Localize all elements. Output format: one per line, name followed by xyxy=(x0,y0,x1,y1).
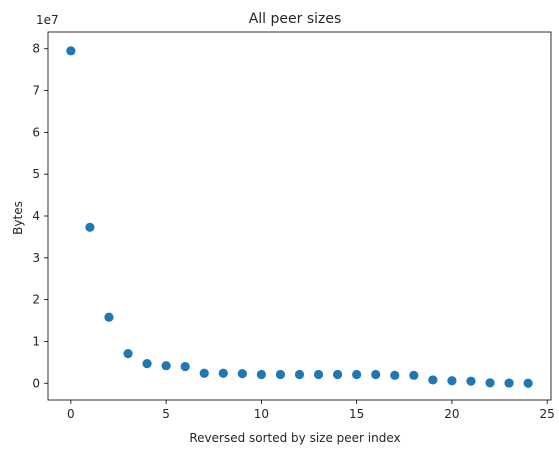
y-tick-label: 2 xyxy=(32,293,40,307)
plot-area xyxy=(47,31,552,401)
x-tick-label: 20 xyxy=(444,407,459,421)
data-point xyxy=(256,369,266,380)
data-point xyxy=(199,368,209,378)
data-point xyxy=(275,369,286,380)
y-tick-label: 8 xyxy=(32,42,40,56)
y-tick-label: 0 xyxy=(32,376,40,390)
x-tick-label: 0 xyxy=(67,407,75,421)
data-point xyxy=(485,378,495,388)
x-axis-ticks: 0 5 10 15 20 25 xyxy=(67,400,555,421)
data-point xyxy=(447,376,457,386)
y-tick-label: 3 xyxy=(32,251,40,265)
data-point xyxy=(390,370,400,380)
y-scale-offset-label: 1e7 xyxy=(36,13,59,27)
data-point xyxy=(466,376,476,386)
data-point xyxy=(333,369,343,380)
y-tick-label: 7 xyxy=(32,84,40,98)
data-points xyxy=(66,46,533,388)
x-tick-label: 25 xyxy=(540,407,555,421)
data-point xyxy=(237,369,247,379)
chart-title: All peer sizes xyxy=(249,11,342,27)
y-tick-label: 6 xyxy=(32,125,40,139)
data-point xyxy=(161,361,171,371)
plot-frame xyxy=(47,31,552,401)
y-tick-label: 1 xyxy=(32,334,40,348)
data-point xyxy=(294,369,305,380)
x-tick-label: 5 xyxy=(162,407,170,421)
data-point xyxy=(409,370,419,380)
data-point xyxy=(428,375,438,385)
data-point xyxy=(523,378,533,388)
data-point xyxy=(66,46,76,56)
data-point xyxy=(123,348,133,359)
y-axis-label: Bytes xyxy=(11,201,25,235)
data-point xyxy=(104,312,114,322)
data-point xyxy=(352,369,362,380)
data-point xyxy=(142,359,152,369)
y-tick-label: 5 xyxy=(32,167,40,181)
data-point xyxy=(180,361,190,372)
data-point xyxy=(313,369,324,380)
x-axis-label: Reversed sorted by size peer index xyxy=(189,431,400,445)
data-point xyxy=(85,222,95,232)
data-point xyxy=(218,368,228,378)
x-tick-label: 10 xyxy=(254,407,269,421)
data-point xyxy=(371,369,381,380)
y-axis-ticks: 0 1 2 3 4 5 6 7 8 xyxy=(32,42,48,390)
y-tick-label: 4 xyxy=(32,209,40,223)
x-tick-label: 15 xyxy=(349,407,364,421)
data-point xyxy=(504,378,514,388)
